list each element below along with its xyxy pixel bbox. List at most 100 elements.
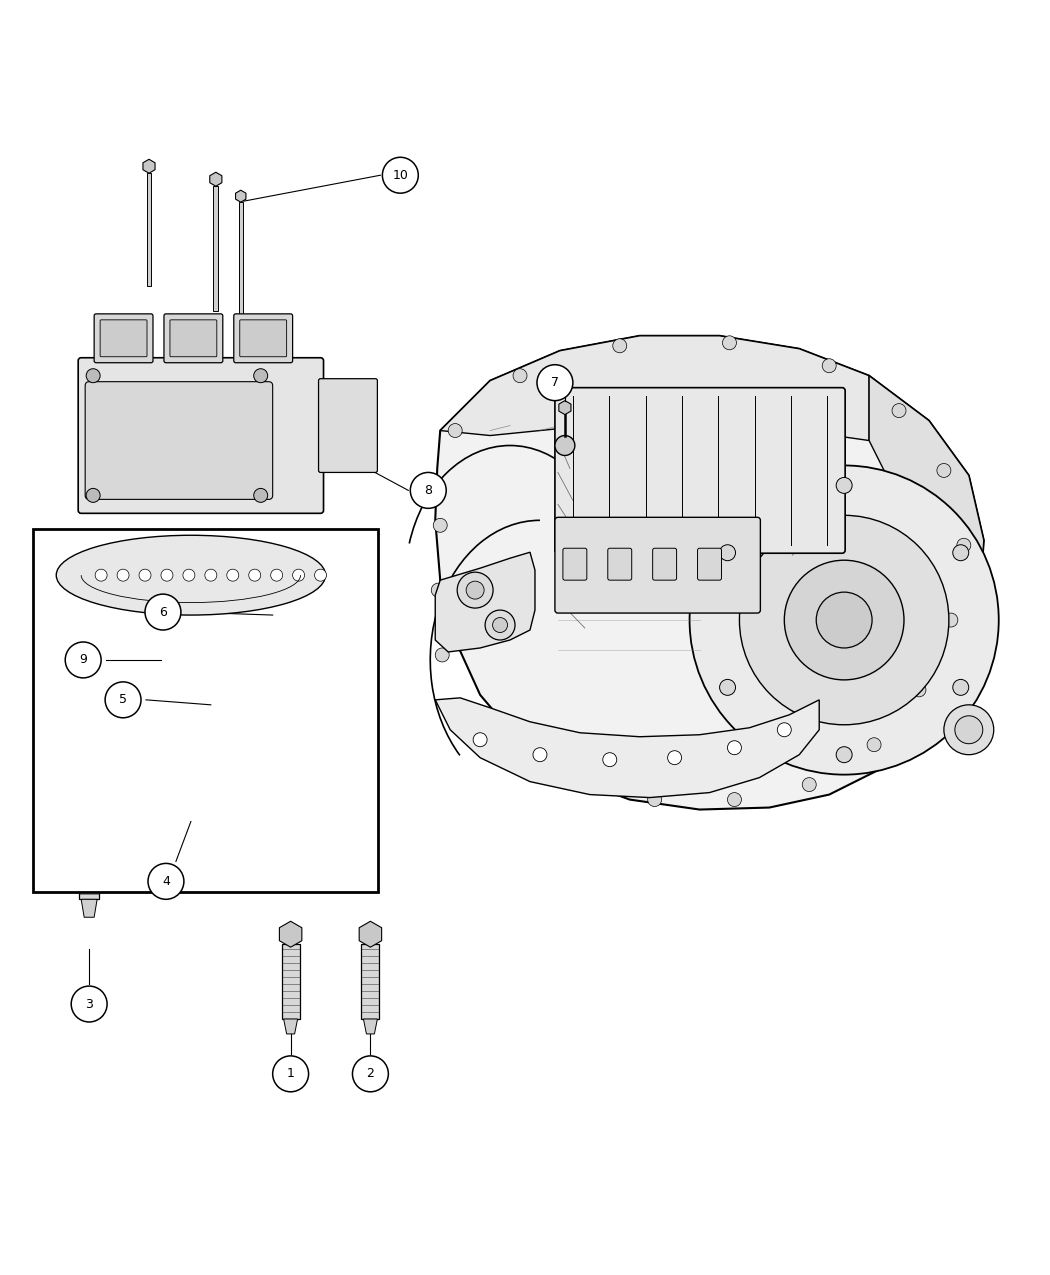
Circle shape <box>952 680 969 695</box>
Circle shape <box>728 793 741 807</box>
Circle shape <box>284 603 297 617</box>
Bar <box>281 945 299 1019</box>
Circle shape <box>603 752 616 766</box>
Circle shape <box>912 683 926 697</box>
Circle shape <box>836 747 853 762</box>
Circle shape <box>836 477 853 493</box>
Circle shape <box>271 569 282 581</box>
Circle shape <box>436 648 449 662</box>
Circle shape <box>161 569 173 581</box>
FancyBboxPatch shape <box>209 697 238 737</box>
Circle shape <box>719 680 736 695</box>
Text: 2: 2 <box>366 1067 375 1080</box>
Circle shape <box>944 613 958 627</box>
Polygon shape <box>210 172 222 186</box>
Circle shape <box>739 515 949 724</box>
Circle shape <box>954 715 983 743</box>
Polygon shape <box>436 552 534 652</box>
Circle shape <box>728 741 741 755</box>
Polygon shape <box>559 400 571 414</box>
Circle shape <box>452 708 465 722</box>
FancyBboxPatch shape <box>100 320 147 357</box>
Circle shape <box>457 572 494 608</box>
FancyBboxPatch shape <box>563 548 587 580</box>
Circle shape <box>492 617 507 632</box>
Circle shape <box>148 863 184 899</box>
Circle shape <box>254 488 268 502</box>
Polygon shape <box>279 922 301 947</box>
Circle shape <box>784 560 904 680</box>
Text: 1: 1 <box>287 1067 295 1080</box>
Circle shape <box>957 538 971 552</box>
Circle shape <box>613 339 627 353</box>
Circle shape <box>183 569 195 581</box>
Circle shape <box>432 583 445 597</box>
Circle shape <box>315 569 327 581</box>
Circle shape <box>254 368 268 382</box>
Polygon shape <box>869 376 984 770</box>
Bar <box>213 186 218 311</box>
Circle shape <box>777 723 792 737</box>
FancyBboxPatch shape <box>554 518 760 613</box>
Polygon shape <box>440 335 869 441</box>
Text: 7: 7 <box>551 376 559 389</box>
Polygon shape <box>143 159 155 173</box>
Circle shape <box>145 594 181 630</box>
Polygon shape <box>436 697 819 798</box>
Circle shape <box>411 473 446 509</box>
Polygon shape <box>284 1019 297 1034</box>
Polygon shape <box>81 899 98 917</box>
Circle shape <box>944 705 993 755</box>
Circle shape <box>892 404 906 418</box>
Circle shape <box>474 733 487 747</box>
FancyBboxPatch shape <box>554 388 845 553</box>
Circle shape <box>952 544 969 561</box>
Circle shape <box>554 436 574 455</box>
Bar <box>238 203 243 321</box>
Circle shape <box>273 1056 309 1091</box>
Text: 6: 6 <box>159 606 167 618</box>
FancyBboxPatch shape <box>85 381 273 500</box>
FancyBboxPatch shape <box>697 548 721 580</box>
Circle shape <box>498 747 512 761</box>
FancyBboxPatch shape <box>239 320 287 357</box>
FancyBboxPatch shape <box>78 358 323 514</box>
Circle shape <box>822 358 836 372</box>
FancyBboxPatch shape <box>608 548 632 580</box>
Circle shape <box>668 751 681 765</box>
FancyBboxPatch shape <box>653 548 676 580</box>
Circle shape <box>293 569 304 581</box>
Polygon shape <box>359 922 381 947</box>
Polygon shape <box>77 780 101 808</box>
Circle shape <box>264 695 274 705</box>
Text: 10: 10 <box>393 168 408 182</box>
Circle shape <box>537 365 573 400</box>
Bar <box>147 173 151 286</box>
Text: 3: 3 <box>85 997 93 1011</box>
Text: 5: 5 <box>119 694 127 706</box>
Circle shape <box>353 1056 388 1091</box>
Circle shape <box>217 700 228 710</box>
Circle shape <box>533 747 547 761</box>
Polygon shape <box>436 335 984 810</box>
Circle shape <box>513 368 527 382</box>
Circle shape <box>867 738 881 752</box>
Circle shape <box>690 465 999 775</box>
Circle shape <box>722 335 736 349</box>
Text: 8: 8 <box>424 484 433 497</box>
Circle shape <box>86 368 100 382</box>
FancyBboxPatch shape <box>255 692 285 732</box>
Polygon shape <box>363 1019 377 1034</box>
Circle shape <box>573 778 587 792</box>
Circle shape <box>205 569 216 581</box>
FancyBboxPatch shape <box>318 379 377 473</box>
Text: 9: 9 <box>79 654 87 667</box>
Circle shape <box>118 569 129 581</box>
Circle shape <box>105 682 141 718</box>
Circle shape <box>434 519 447 532</box>
Circle shape <box>249 569 260 581</box>
Bar <box>33 529 378 891</box>
Circle shape <box>227 569 238 581</box>
Circle shape <box>485 609 516 640</box>
Circle shape <box>719 544 736 561</box>
